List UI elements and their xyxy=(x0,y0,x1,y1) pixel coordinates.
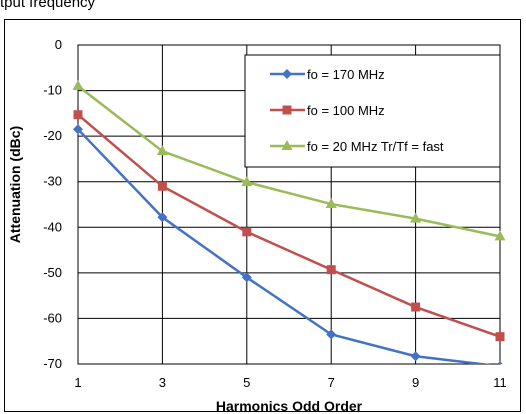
legend-marker-0 xyxy=(282,69,292,79)
series-1-point-1 xyxy=(157,181,167,191)
x-tick-label-3: 7 xyxy=(328,375,335,390)
series-0-point-5 xyxy=(497,361,503,364)
y-tick-label-1: -10 xyxy=(43,83,62,98)
series-1-point-2 xyxy=(242,227,252,237)
tick-labels: 0 -10 -20 -30 -40 -50 -60 -70 1 3 5 7 9 11 xyxy=(43,37,507,390)
series-0-point-1 xyxy=(157,212,168,223)
y-tick-label-2: -20 xyxy=(43,128,62,143)
legend-marker-1 xyxy=(282,105,292,115)
series-2-point-4 xyxy=(410,212,422,223)
legend-marker-2 xyxy=(281,140,293,150)
series-2-point-3 xyxy=(325,198,337,209)
legend-label-1: fo = 100 MHz xyxy=(307,103,385,118)
y-tick-label-0: 0 xyxy=(55,37,62,52)
x-axis-title: Harmonics Odd Order xyxy=(216,398,363,414)
y-tick-label-5: -50 xyxy=(43,265,62,280)
series-0-point-0 xyxy=(73,124,83,135)
x-tick-label-5: 11 xyxy=(493,375,507,390)
series-2-point-1 xyxy=(156,145,168,156)
y-axis-title: Attenuation (dBc) xyxy=(7,126,23,243)
legend-label-2: fo = 20 MHz Tr/Tf = fast xyxy=(307,139,444,154)
y-tick-label-4: -40 xyxy=(43,219,62,234)
y-tick-label-3: -30 xyxy=(43,174,62,189)
y-tick-label-7: -70 xyxy=(43,356,62,371)
series-2-point-0 xyxy=(72,80,84,91)
series-line-1 xyxy=(77,113,501,338)
series-1-point-0 xyxy=(73,110,83,120)
series-1-point-3 xyxy=(326,265,336,275)
y-tick-label-6: -60 xyxy=(43,310,62,325)
series-line-2 xyxy=(77,85,501,238)
series-1-point-4 xyxy=(411,302,421,312)
x-tick-label-1: 3 xyxy=(159,375,166,390)
series-2-point-5 xyxy=(494,230,506,241)
legend-label-0: fo = 170 MHz xyxy=(307,67,385,82)
series-0-point-4 xyxy=(410,351,421,362)
x-tick-label-0: 1 xyxy=(74,375,81,390)
x-tick-label-4: 9 xyxy=(412,375,419,390)
top-caption: tput frequency xyxy=(0,0,96,11)
series-line-0 xyxy=(77,128,492,364)
x-tick-label-2: 5 xyxy=(243,375,250,390)
chart-frame xyxy=(4,19,521,412)
series-group xyxy=(72,80,506,364)
series-0-point-3 xyxy=(326,329,337,340)
series-0-point-2 xyxy=(241,272,252,283)
series-2-point-2 xyxy=(241,176,253,187)
legend: fo = 170 MHz fo = 100 MHz fo = 20 MHz Tr/T… xyxy=(244,54,501,168)
series-1-point-5 xyxy=(495,332,505,342)
